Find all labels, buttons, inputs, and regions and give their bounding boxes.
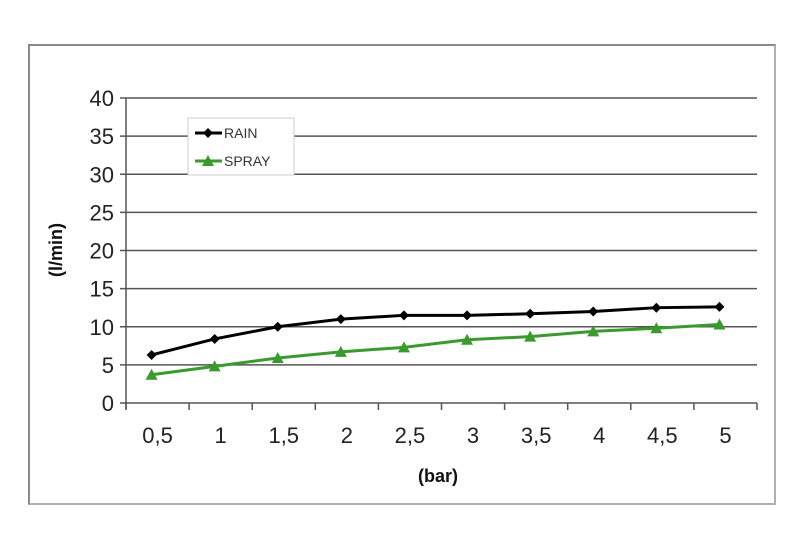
x-tick-label: 4,5 bbox=[647, 423, 678, 448]
legend-label: SPRAY bbox=[224, 153, 271, 169]
y-tick-label: 40 bbox=[90, 86, 114, 111]
x-tick-label: 1 bbox=[215, 423, 227, 448]
x-tick-label: 4 bbox=[593, 423, 605, 448]
data-point bbox=[145, 368, 158, 380]
x-axis-label: (bar) bbox=[418, 466, 458, 486]
data-point bbox=[398, 310, 409, 321]
x-tick-label: 3 bbox=[467, 423, 479, 448]
y-tick-label: 25 bbox=[90, 200, 114, 225]
data-point bbox=[272, 321, 283, 332]
y-tick-label: 35 bbox=[90, 124, 114, 149]
x-tick-label: 3,5 bbox=[521, 423, 552, 448]
data-point bbox=[713, 318, 726, 330]
data-point bbox=[714, 301, 725, 312]
y-tick-label: 10 bbox=[90, 315, 114, 340]
data-point bbox=[271, 352, 284, 364]
y-tick-label: 5 bbox=[102, 353, 114, 378]
data-point bbox=[335, 314, 346, 325]
chart-frame bbox=[28, 44, 776, 505]
data-point bbox=[202, 155, 214, 166]
data-point bbox=[525, 308, 536, 319]
data-point bbox=[587, 325, 600, 337]
series-line bbox=[151, 322, 720, 377]
data-point bbox=[146, 349, 157, 360]
data-point bbox=[461, 333, 474, 345]
data-point bbox=[334, 345, 347, 357]
x-tick-label: 2,5 bbox=[395, 423, 426, 448]
data-point bbox=[209, 333, 220, 344]
x-tick-label: 5 bbox=[719, 423, 731, 448]
y-axis-label: (l/min) bbox=[46, 223, 66, 277]
data-point bbox=[462, 310, 473, 321]
legend: RAIN SPRAY bbox=[187, 117, 295, 176]
series-rain bbox=[146, 301, 725, 360]
data-point bbox=[588, 306, 599, 317]
data-point bbox=[203, 128, 213, 138]
data-point bbox=[524, 330, 537, 342]
series-spray bbox=[145, 318, 726, 380]
data-point bbox=[651, 302, 662, 313]
y-tick-label: 15 bbox=[90, 277, 114, 302]
x-tick-label: 0,5 bbox=[142, 423, 173, 448]
legend-label: RAIN bbox=[224, 125, 257, 141]
data-point bbox=[397, 341, 410, 353]
x-tick-label: 1,5 bbox=[268, 423, 299, 448]
data-point bbox=[650, 322, 663, 334]
y-tick-label: 20 bbox=[90, 239, 114, 264]
x-tick-label: 2 bbox=[341, 423, 353, 448]
data-point bbox=[208, 360, 221, 372]
y-tick-label: 30 bbox=[90, 162, 114, 187]
y-tick-label: 0 bbox=[102, 391, 114, 416]
series-line bbox=[151, 305, 720, 357]
